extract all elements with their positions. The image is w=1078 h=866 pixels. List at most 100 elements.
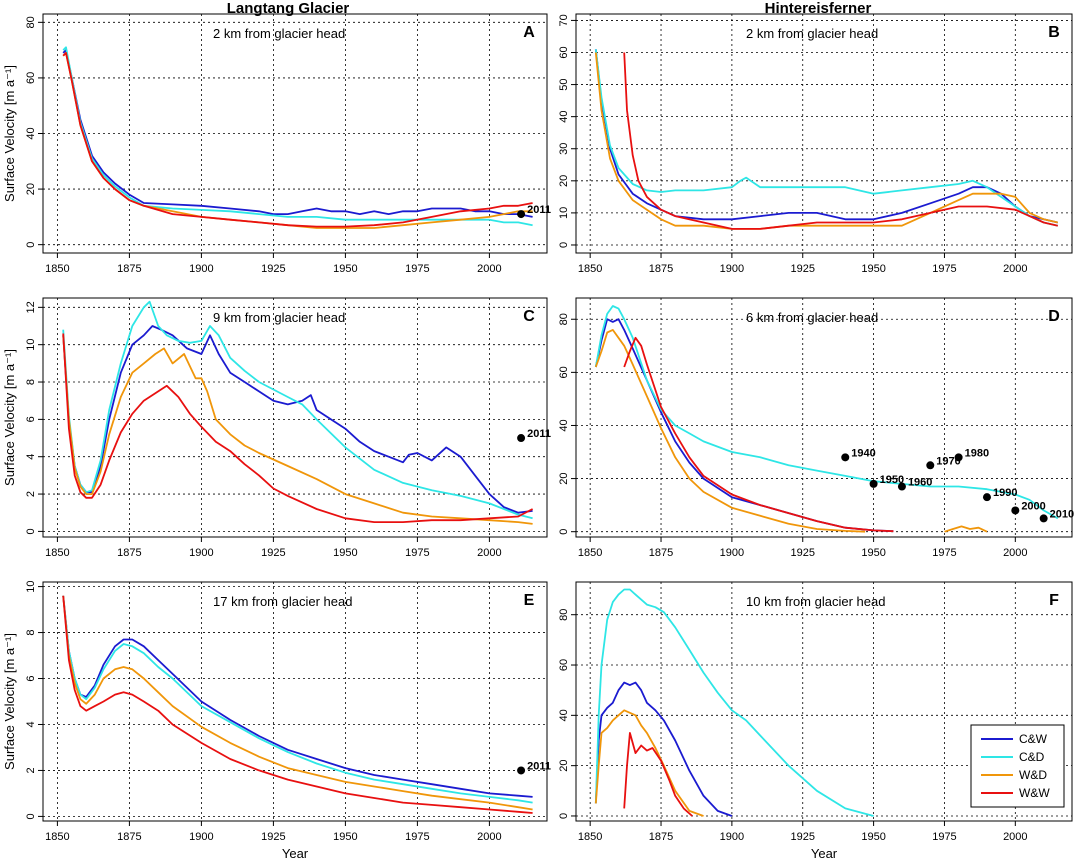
- series-line-c-d-f: [594, 588, 874, 817]
- y-tick-label-e: 4: [25, 721, 37, 727]
- data-point-1950-d: [869, 479, 878, 488]
- x-tick-label-f: 1900: [720, 831, 744, 843]
- y-tick-label-b: 10: [558, 207, 570, 219]
- x-tick-label-b: 1950: [861, 263, 885, 275]
- series-line-w-w-d: [623, 336, 894, 533]
- y-tick-label-c: 0: [25, 528, 37, 534]
- y-tick-label-a: 0: [25, 242, 37, 248]
- legend-label-c-d: C&D: [1019, 750, 1045, 764]
- data-point-label-1970-d: 1970: [936, 455, 960, 467]
- y-tick-label-b: 20: [558, 175, 570, 187]
- series-line-c-d-e: [62, 595, 533, 804]
- y-tick-label-f: 60: [558, 659, 570, 671]
- y-tick-label-e: 6: [25, 675, 37, 681]
- panel-title-e: 17 km from glacier head: [213, 594, 352, 609]
- y-tick-label-b: 50: [558, 78, 570, 90]
- x-tick-label-e: 1875: [117, 831, 141, 843]
- x-tick-label-c: 1850: [45, 547, 69, 559]
- x-tick-label-e: 1850: [45, 831, 69, 843]
- x-tick-label-b: 1975: [932, 263, 956, 275]
- x-axis-label-e: Year: [282, 846, 309, 861]
- y-axis-label-e: Surface Velocity [m a⁻¹]: [2, 633, 17, 770]
- series-line-c-w-e: [62, 595, 533, 798]
- panel-title-a: 2 km from glacier head: [213, 26, 345, 41]
- y-tick-label-c: 12: [25, 301, 37, 313]
- data-point-label-1980-d: 1980: [965, 447, 989, 459]
- series-line-c-w-a: [62, 49, 533, 218]
- series-line-c-d-b: [594, 49, 1058, 227]
- y-tick-label-b: 40: [558, 111, 570, 123]
- y-tick-label-d: 20: [558, 472, 570, 484]
- data-point-label-2011-e: 2011: [527, 760, 551, 772]
- x-tick-label-b: 1925: [791, 263, 815, 275]
- panel-letter-d: D: [1048, 308, 1060, 325]
- series-line-w-w-b: [623, 52, 1058, 230]
- panel-frame-e: [42, 581, 548, 822]
- y-tick-label-f: 20: [558, 760, 570, 772]
- series-line-w-d-e: [62, 595, 533, 811]
- panel-title-b: 2 km from glacier head: [746, 26, 878, 41]
- y-tick-label-a: 40: [25, 127, 37, 139]
- panel-letter-b: B: [1048, 24, 1060, 41]
- y-tick-label-c: 2: [25, 491, 37, 497]
- series-line-w-w-e: [62, 595, 533, 814]
- panel-frame-a: [42, 13, 548, 254]
- data-point-2011-c: [517, 434, 526, 443]
- y-tick-label-d: 60: [558, 366, 570, 378]
- legend-label-w-d: W&D: [1019, 768, 1047, 782]
- y-tick-label-b: 30: [558, 143, 570, 155]
- x-tick-label-f: 1850: [578, 831, 602, 843]
- series-line-c-w-f: [594, 681, 733, 817]
- x-tick-label-f: 1950: [861, 831, 885, 843]
- panel-frame-f: [575, 581, 1073, 822]
- y-tick-label-c: 8: [25, 379, 37, 385]
- y-tick-label-e: 10: [25, 580, 37, 592]
- column-title-langtang: Langtang Glacier: [226, 0, 350, 17]
- series-line-c-d-a: [62, 46, 533, 227]
- data-point-2010-d: [1039, 514, 1048, 523]
- panel-frame-b: [575, 13, 1073, 254]
- series-line-c-w-b: [594, 49, 1058, 224]
- x-tick-label-c: 2000: [477, 547, 501, 559]
- y-tick-label-a: 20: [25, 183, 37, 195]
- x-tick-label-e: 1900: [189, 831, 213, 843]
- x-tick-label-e: 1925: [261, 831, 285, 843]
- series-line-w-w-c: [62, 333, 534, 523]
- y-tick-label-e: 8: [25, 629, 37, 635]
- panel-letter-a: A: [523, 24, 535, 41]
- series-line-c-d-d: [594, 305, 1059, 520]
- data-point-1980-d: [954, 453, 963, 462]
- y-tick-label-c: 10: [25, 339, 37, 351]
- y-tick-label-c: 6: [25, 416, 37, 422]
- data-point-1940-d: [841, 453, 850, 462]
- series-line-w-d-c: [62, 335, 533, 525]
- x-tick-label-c: 1950: [333, 547, 357, 559]
- x-tick-label-a: 1925: [261, 263, 285, 275]
- legend-label-w-w: W&W: [1019, 786, 1050, 800]
- x-tick-label-c: 1875: [117, 547, 141, 559]
- data-point-2011-e: [517, 766, 526, 775]
- series-line-w-d-d: [594, 328, 866, 533]
- x-tick-label-d: 2000: [1003, 547, 1027, 559]
- x-tick-label-a: 1900: [189, 263, 213, 275]
- legend-box: [970, 724, 1065, 808]
- x-tick-label-d: 1900: [720, 547, 744, 559]
- x-tick-label-e: 2000: [477, 831, 501, 843]
- data-point-2011-a: [517, 210, 526, 219]
- data-point-1990-d: [982, 493, 991, 502]
- series-line-w-d-f: [594, 709, 704, 817]
- panel-title-c: 9 km from glacier head: [213, 310, 345, 325]
- data-point-2000-d: [1011, 506, 1020, 515]
- x-tick-label-f: 1875: [649, 831, 673, 843]
- panel-title-d: 6 km from glacier head: [746, 310, 878, 325]
- series-line-c-d-c: [62, 300, 533, 520]
- x-tick-label-b: 1875: [649, 263, 673, 275]
- x-tick-label-b: 2000: [1003, 263, 1027, 275]
- panel-letter-f: F: [1049, 592, 1059, 609]
- data-point-label-1960-d: 1960: [908, 477, 932, 489]
- x-tick-label-f: 1925: [791, 831, 815, 843]
- panel-frame-c: [42, 297, 548, 538]
- x-tick-label-a: 1950: [333, 263, 357, 275]
